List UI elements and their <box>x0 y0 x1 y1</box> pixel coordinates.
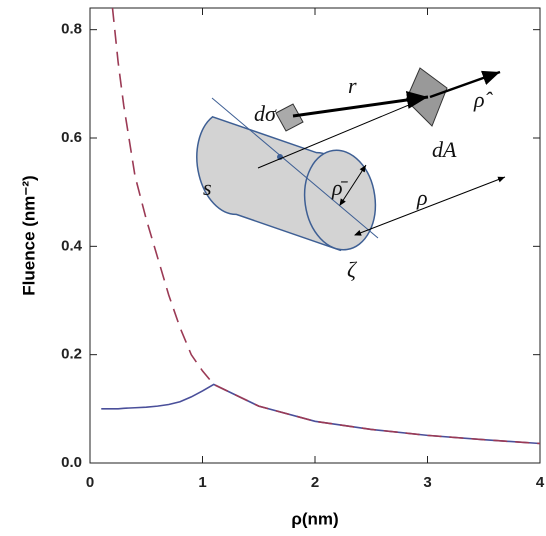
x-axis-label: ρ(nm) <box>291 509 338 528</box>
annotation: ζ <box>347 257 358 282</box>
annotation: ρ̂ <box>473 87 494 112</box>
y-tick-label: 0.8 <box>61 21 82 38</box>
series-line <box>111 8 540 445</box>
y-tick-label: 0.2 <box>61 346 82 363</box>
x-tick-label: 4 <box>536 474 545 491</box>
y-tick-label: 0.6 <box>61 129 82 146</box>
x-tick-label: 0 <box>86 474 94 491</box>
y-tick-label: 0.4 <box>61 237 83 254</box>
y-tick-label: 0.0 <box>61 454 82 471</box>
x-tick-label: 1 <box>198 474 206 491</box>
annotation: r⃗ <box>348 73 374 98</box>
x-tick-label: 3 <box>423 474 431 491</box>
y-axis-label: Fluence (nm⁻²) <box>19 175 38 295</box>
series-line <box>101 383 540 445</box>
x-tick-label: 2 <box>311 474 319 491</box>
inset-diagram: dσr⃗ρ̂dAs ρ̄ ρζ <box>196 67 506 282</box>
annotation: ρ <box>416 185 428 210</box>
annotation: dσ <box>254 101 277 126</box>
annotation: dA <box>432 137 457 162</box>
annotation: s <box>203 175 212 200</box>
